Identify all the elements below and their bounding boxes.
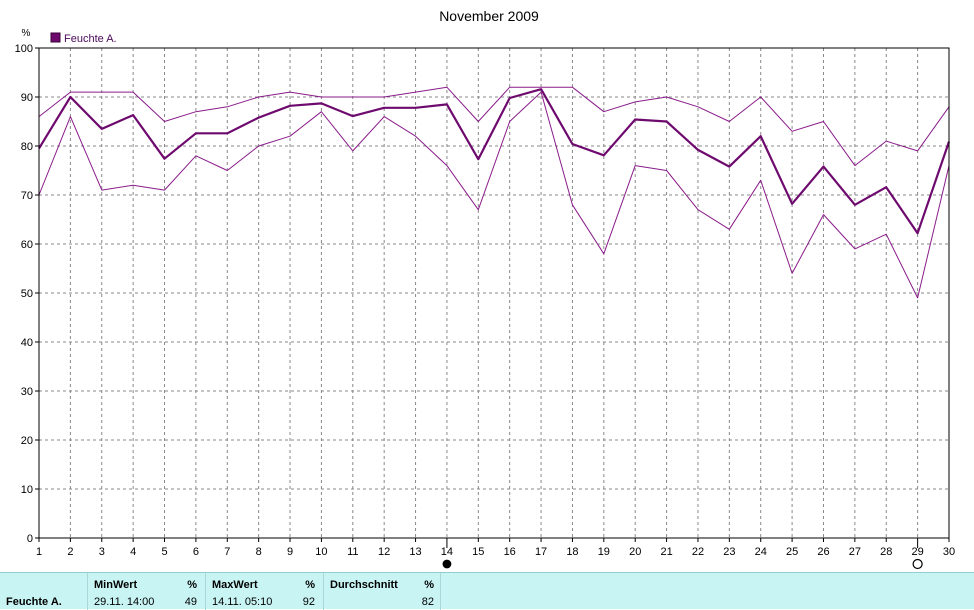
min-value: 49 [184, 596, 197, 608]
x-tick-label: 10 [315, 546, 327, 558]
x-tick-label: 7 [224, 546, 230, 558]
legend-swatch [50, 32, 61, 43]
x-tick-label: 25 [786, 546, 798, 558]
max-unit: % [305, 579, 315, 591]
x-tick-label: 17 [535, 546, 547, 558]
max-value: 92 [302, 596, 315, 608]
y-axis-ticks: 0 10 20 30 40 50 60 70 80 90 100 [15, 43, 39, 545]
max-value-cell: MaxWert % 14.11. 05:10 92 [206, 573, 323, 610]
x-tick-label: 2 [67, 546, 73, 558]
x-tick-label: 20 [629, 546, 641, 558]
series-lines [38, 86, 951, 299]
x-tick-label: 23 [723, 546, 735, 558]
avg-header: Durchschnitt [330, 579, 398, 591]
y-tick-label: 10 [21, 484, 33, 496]
stats-divider [440, 573, 441, 610]
min-value-cell: MinWert % 29.11. 14:00 49 [88, 573, 205, 610]
y-tick-label: 0 [27, 533, 33, 545]
series-line-average [38, 88, 951, 235]
x-tick-label: 21 [660, 546, 672, 558]
x-tick-label: 13 [409, 546, 421, 558]
humidity-chart: November 2009 Feuchte A. % 0102030405060… [15, 8, 955, 570]
x-tick-label: 18 [566, 546, 578, 558]
stats-row-label: Feuchte A. [6, 596, 62, 608]
y-tick-label: 20 [21, 435, 33, 447]
max-marker-icon [442, 559, 452, 569]
x-tick-label: 29 [911, 546, 923, 558]
grid [39, 48, 949, 538]
x-tick-label: 30 [943, 546, 955, 558]
max-header: MaxWert [212, 579, 258, 591]
x-tick-label: 1 [36, 546, 42, 558]
x-tick-label: 19 [598, 546, 610, 558]
stats-divider [87, 573, 88, 610]
stats-divider [205, 573, 206, 610]
y-tick-label: 90 [21, 92, 33, 104]
min-unit: % [187, 579, 197, 591]
avg-value: 82 [421, 596, 434, 608]
x-tick-label: 24 [755, 546, 767, 558]
y-tick-label: 100 [15, 43, 33, 55]
x-tick-label: 3 [99, 546, 105, 558]
x-tick-label: 22 [692, 546, 704, 558]
y-tick-label: 80 [21, 141, 33, 153]
min-date: 29.11. 14:00 [94, 596, 155, 608]
x-tick-label: 6 [193, 546, 199, 558]
x-tick-label: 12 [378, 546, 390, 558]
x-tick-label: 14 [441, 546, 453, 558]
y-tick-label: 40 [21, 337, 33, 349]
y-tick-label: 60 [21, 239, 33, 251]
y-tick-label: 30 [21, 386, 33, 398]
legend: Feuchte A. [50, 32, 117, 45]
min-marker-icon [912, 558, 923, 570]
x-tick-label: 8 [256, 546, 262, 558]
avg-unit: % [424, 579, 434, 591]
x-axis-ticks: 1 2 3 4 5 6 7 8 9 10 11 12 13 14 15 16 17 18 19 20 21 22 23 24 2… [36, 538, 955, 558]
x-tick-label: 5 [161, 546, 167, 558]
average-cell: Durchschnitt % 82 [324, 573, 440, 610]
plot-frame [38, 47, 950, 539]
chart-title: November 2009 [439, 8, 539, 24]
stats-divider [323, 573, 324, 610]
x-tick-label: 27 [849, 546, 861, 558]
x-tick-label: 16 [504, 546, 516, 558]
y-axis-unit: % [22, 28, 31, 39]
series-line-max [38, 86, 950, 167]
statistics-bar: Feuchte A. MinWert % 29.11. 14:00 49 Max… [0, 572, 974, 610]
x-tick-label: 28 [880, 546, 892, 558]
legend-label: Feuchte A. [64, 33, 117, 45]
y-tick-label: 70 [21, 190, 33, 202]
x-tick-label: 26 [817, 546, 829, 558]
series-line-min [38, 91, 950, 299]
x-tick-label: 9 [287, 546, 293, 558]
x-tick-label: 4 [130, 546, 136, 558]
y-tick-label: 50 [21, 288, 33, 300]
x-tick-label: 11 [347, 546, 358, 558]
min-header: MinWert [94, 579, 138, 591]
extreme-markers [442, 542, 923, 570]
max-date: 14.11. 05:10 [212, 596, 273, 608]
x-tick-label: 15 [472, 546, 484, 558]
